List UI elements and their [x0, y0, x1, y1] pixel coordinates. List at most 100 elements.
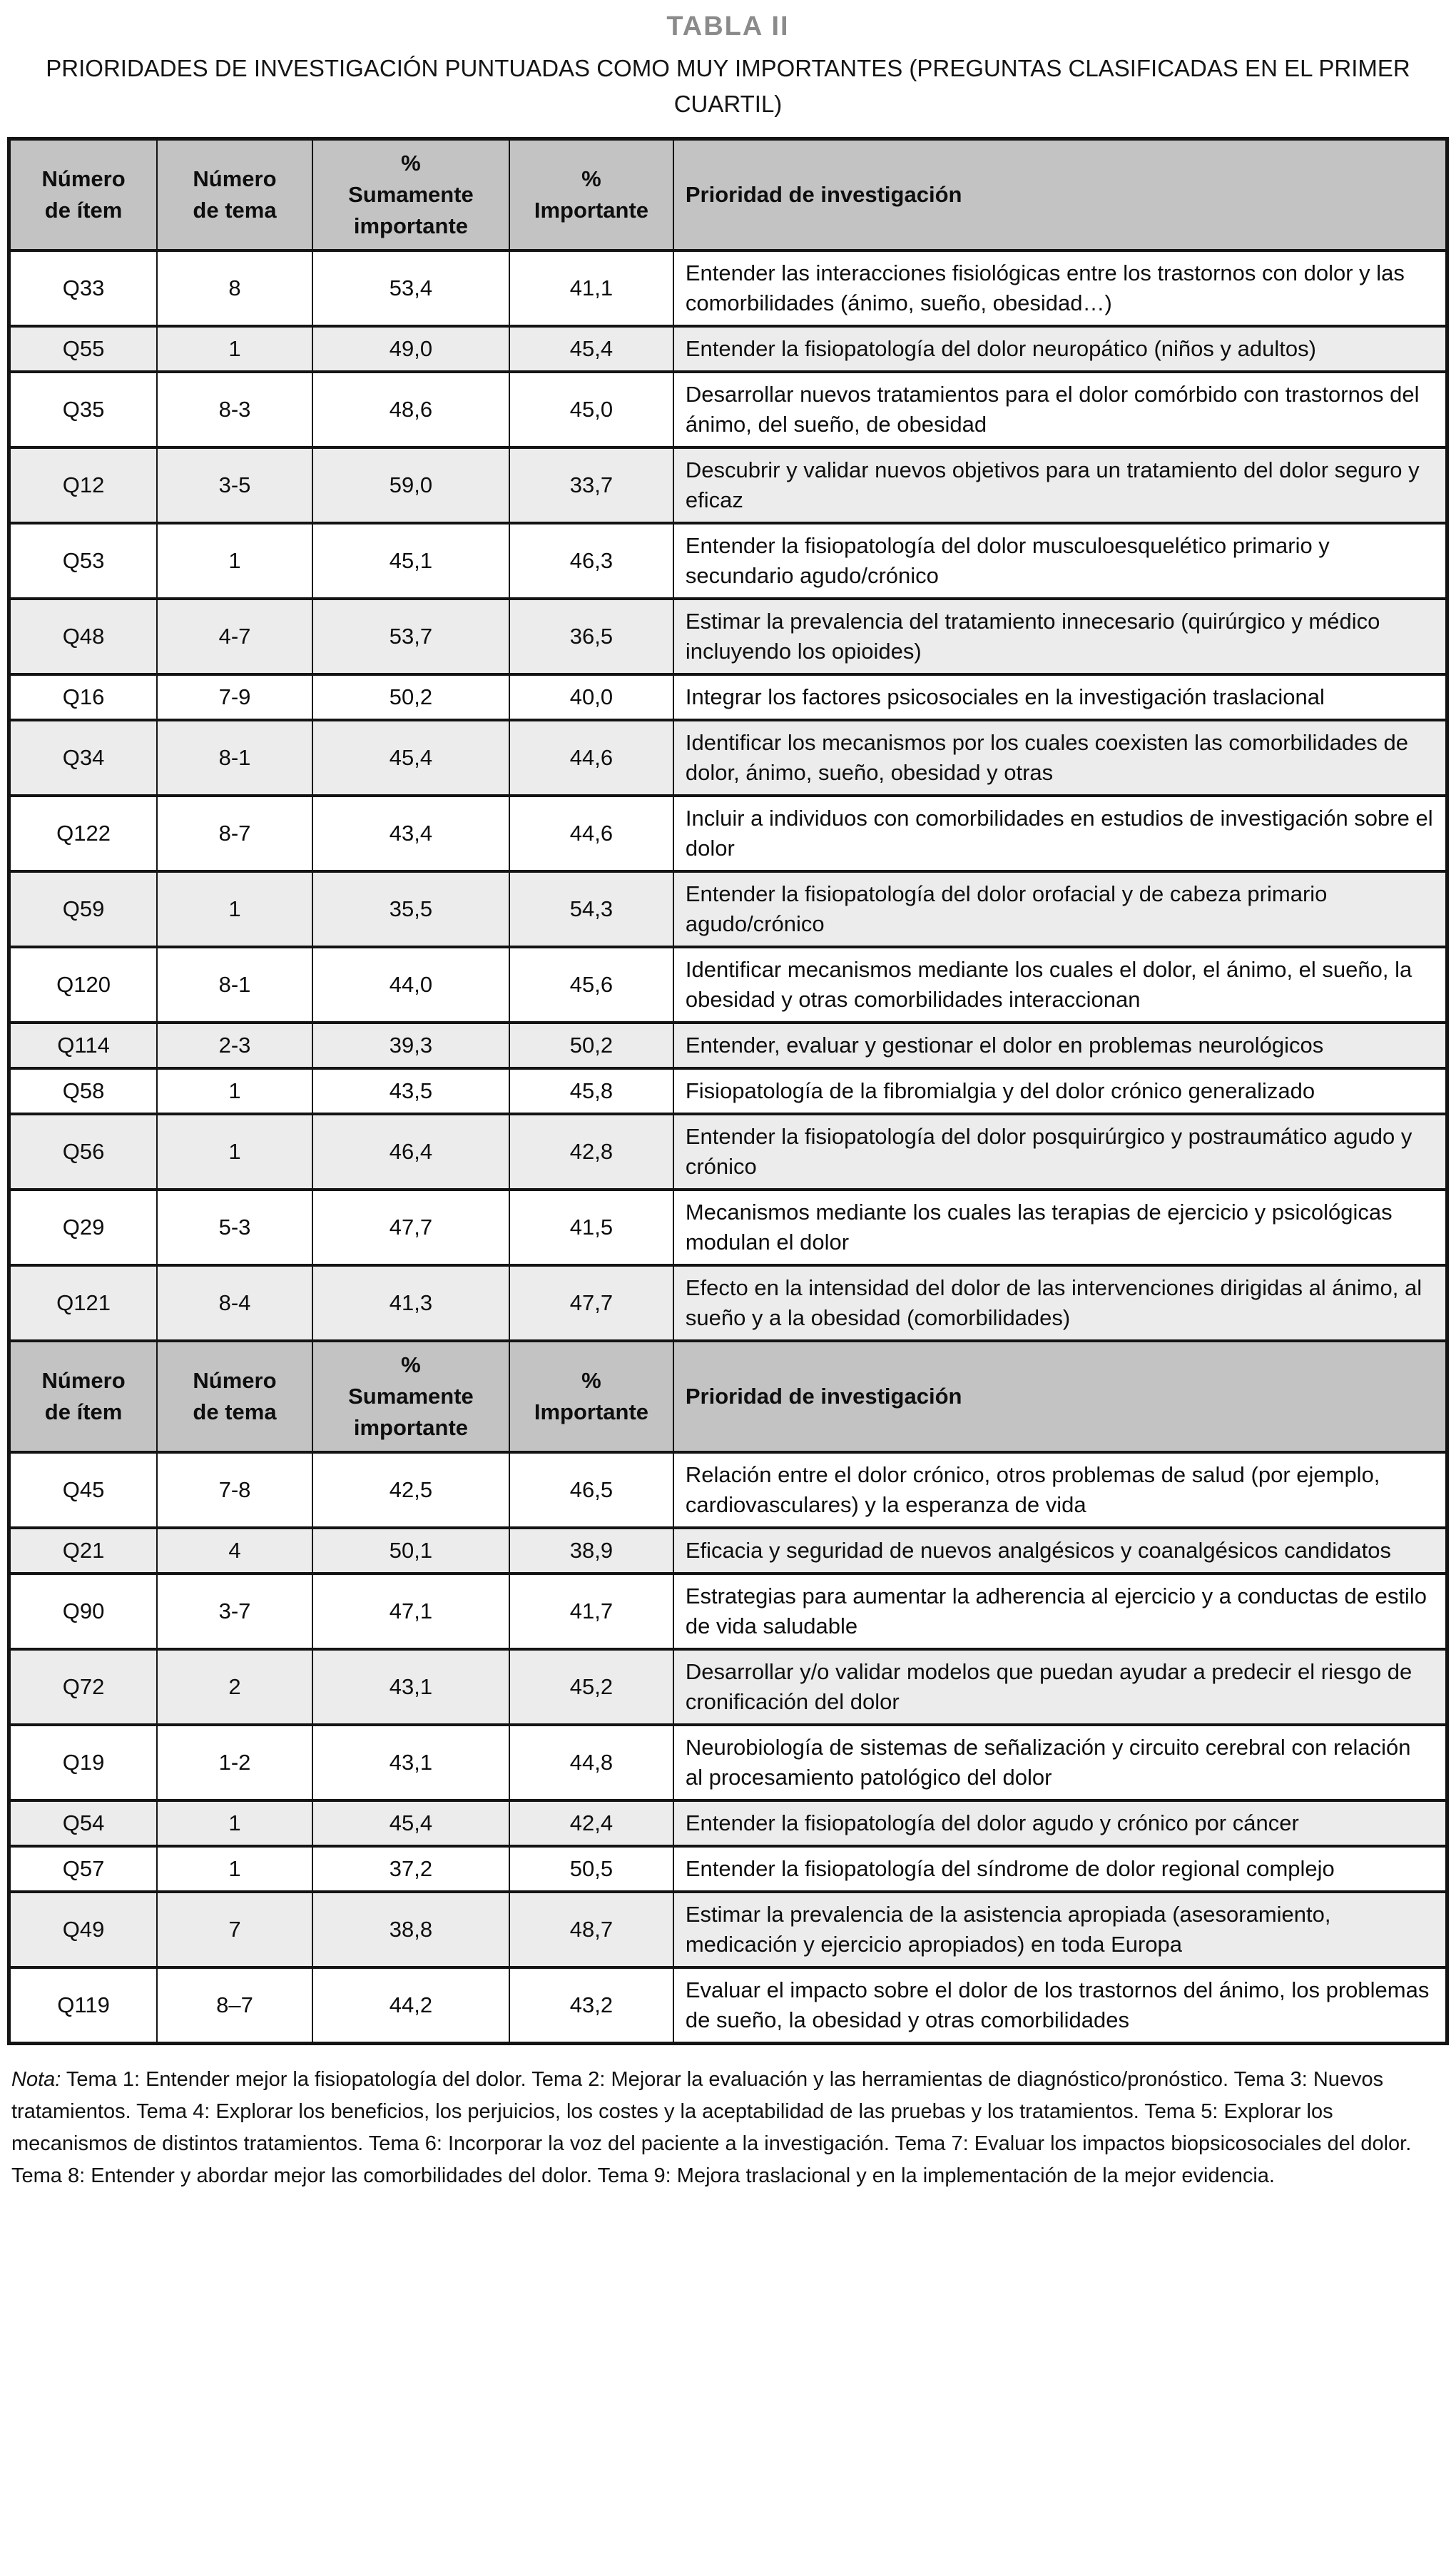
tema-cell: 3-7: [156, 1572, 313, 1651]
item-cell: Q21: [8, 1526, 158, 1575]
importante-cell: 41,5: [509, 1188, 674, 1267]
sumamente-cell: 48,6: [311, 370, 511, 449]
sumamente-cell: 53,7: [311, 597, 511, 676]
item-cell: Q114: [8, 1021, 158, 1070]
item-cell: Q90: [8, 1572, 158, 1651]
column-header-item: Número de ítem: [8, 1339, 158, 1454]
item-cell: Q33: [8, 249, 158, 328]
sumamente-cell: 41,3: [311, 1264, 511, 1342]
importante-cell: 54,3: [509, 870, 674, 948]
tema-cell: 1: [156, 1067, 313, 1115]
tema-cell: 7-9: [156, 673, 313, 721]
importante-cell: 43,2: [509, 1966, 674, 2045]
tema-cell: 1-2: [156, 1723, 313, 1802]
importante-cell: 42,8: [509, 1113, 674, 1191]
priority-cell: Estimar la prevalencia de la asistencia …: [672, 1890, 1448, 1969]
importante-cell: 45,8: [509, 1067, 674, 1115]
item-cell: Q57: [8, 1845, 158, 1893]
document-page: TABLA II PRIORIDADES DE INVESTIGACIÓN PU…: [7, 11, 1449, 2187]
item-cell: Q58: [8, 1067, 158, 1115]
table-row: Q29 5-3 47,7 41,5 Mecanismos mediante los cu…: [8, 1188, 1448, 1267]
sumamente-cell: 50,2: [311, 673, 511, 721]
sumamente-cell: 43,4: [311, 794, 511, 873]
column-header-sumamente: % Sumamente importante: [311, 1339, 511, 1454]
priority-cell: Entender la fisiopatología del dolor oro…: [672, 870, 1448, 948]
importante-cell: 45,0: [509, 370, 674, 449]
tema-cell: 1: [156, 1845, 313, 1893]
table-row: Q56 1 46,4 42,8 Entender la fisiopatología d…: [8, 1113, 1448, 1191]
table-row: Q90 3-7 47,1 41,7 Estrategias para aumentar …: [8, 1572, 1448, 1651]
tema-cell: 3-5: [156, 446, 313, 525]
tema-cell: 4-7: [156, 597, 313, 676]
sumamente-cell: 35,5: [311, 870, 511, 948]
table-row: Q58 1 43,5 45,8 Fisiopatología de la fibromi…: [8, 1067, 1448, 1115]
priority-cell: Entender las interacciones fisiológicas …: [672, 249, 1448, 328]
priority-cell: Evaluar el impacto sobre el dolor de los…: [672, 1966, 1448, 2045]
sumamente-cell: 45,4: [311, 1799, 511, 1848]
importante-cell: 40,0: [509, 673, 674, 721]
tema-cell: 8–7: [156, 1966, 313, 2045]
table-row: Q122 8-7 43,4 44,6 Incluir a individuos con …: [8, 794, 1448, 873]
column-header-importante: % Importante: [509, 137, 674, 252]
priority-cell: Desarrollar y/o validar modelos que pued…: [672, 1648, 1448, 1726]
header-row: Número de ítem Número de tema% Sumamente …: [8, 1339, 1448, 1454]
importante-cell: 50,2: [509, 1021, 674, 1070]
column-header-tema: Número de tema: [156, 137, 313, 252]
tema-cell: 1: [156, 870, 313, 948]
item-cell: Q35: [8, 370, 158, 449]
priority-cell: Entender la fisiopatología del dolor pos…: [672, 1113, 1448, 1191]
sumamente-cell: 50,1: [311, 1526, 511, 1575]
importante-cell: 46,3: [509, 522, 674, 600]
sumamente-cell: 42,5: [311, 1451, 511, 1529]
item-cell: Q19: [8, 1723, 158, 1802]
tema-cell: 5-3: [156, 1188, 313, 1267]
column-header-prioridad: Prioridad de investigación: [672, 1339, 1448, 1454]
sumamente-cell: 44,0: [311, 946, 511, 1024]
sumamente-cell: 43,5: [311, 1067, 511, 1115]
sumamente-cell: 47,7: [311, 1188, 511, 1267]
sumamente-cell: 43,1: [311, 1723, 511, 1802]
table-row: Q59 1 35,5 54,3 Entender la fisiopatología d…: [8, 870, 1448, 948]
importante-cell: 47,7: [509, 1264, 674, 1342]
table-section-1: Número de ítem Número de tema% Sumamente …: [8, 137, 1448, 1342]
priority-cell: Neurobiología de sistemas de señalizació…: [672, 1723, 1448, 1802]
column-header-item: Número de ítem: [8, 137, 158, 252]
importante-cell: 41,7: [509, 1572, 674, 1651]
priority-cell: Entender la fisiopatología del dolor mus…: [672, 522, 1448, 600]
priority-cell: Fisiopatología de la fibromialgia y del …: [672, 1067, 1448, 1115]
tema-cell: 2-3: [156, 1021, 313, 1070]
priority-cell: Entender la fisiopatología del dolor agu…: [672, 1799, 1448, 1848]
table-row: Q121 8-4 41,3 47,7 Efecto en la intensidad d…: [8, 1264, 1448, 1342]
table-row: Q57 1 37,2 50,5 Entender la fisiopatología d…: [8, 1845, 1448, 1893]
item-cell: Q56: [8, 1113, 158, 1191]
item-cell: Q53: [8, 522, 158, 600]
table-row: Q45 7-8 42,5 46,5 Relación entre el dolor cr…: [8, 1451, 1448, 1529]
sumamente-cell: 53,4: [311, 249, 511, 328]
priority-cell: Identificar los mecanismos por los cuale…: [672, 719, 1448, 797]
item-cell: Q12: [8, 446, 158, 525]
priority-cell: Descubrir y validar nuevos objetivos par…: [672, 446, 1448, 525]
item-cell: Q72: [8, 1648, 158, 1726]
tema-cell: 1: [156, 325, 313, 373]
tema-cell: 8-7: [156, 794, 313, 873]
tema-cell: 1: [156, 1113, 313, 1191]
column-header-importante: % Importante: [509, 1339, 674, 1454]
priority-cell: Desarrollar nuevos tratamientos para el …: [672, 370, 1448, 449]
table-row: Q55 1 49,0 45,4 Entender la fisiopatología d…: [8, 325, 1448, 373]
table-row: Q54 1 45,4 42,4 Entender la fisiopatología d…: [8, 1799, 1448, 1848]
priority-cell: Estimar la prevalencia del tratamiento i…: [672, 597, 1448, 676]
column-header-tema: Número de tema: [156, 1339, 313, 1454]
item-cell: Q29: [8, 1188, 158, 1267]
importante-cell: 33,7: [509, 446, 674, 525]
tema-cell: 4: [156, 1526, 313, 1575]
header-row: Número de ítem Número de tema% Sumamente …: [8, 137, 1448, 252]
item-cell: Q49: [8, 1890, 158, 1969]
sumamente-cell: 39,3: [311, 1021, 511, 1070]
sumamente-cell: 59,0: [311, 446, 511, 525]
tema-cell: 8-1: [156, 946, 313, 1024]
item-cell: Q120: [8, 946, 158, 1024]
tema-cell: 8-3: [156, 370, 313, 449]
table-row: Q16 7-9 50,2 40,0 Integrar los factores psic…: [8, 673, 1448, 721]
importante-cell: 45,6: [509, 946, 674, 1024]
importante-cell: 44,6: [509, 719, 674, 797]
